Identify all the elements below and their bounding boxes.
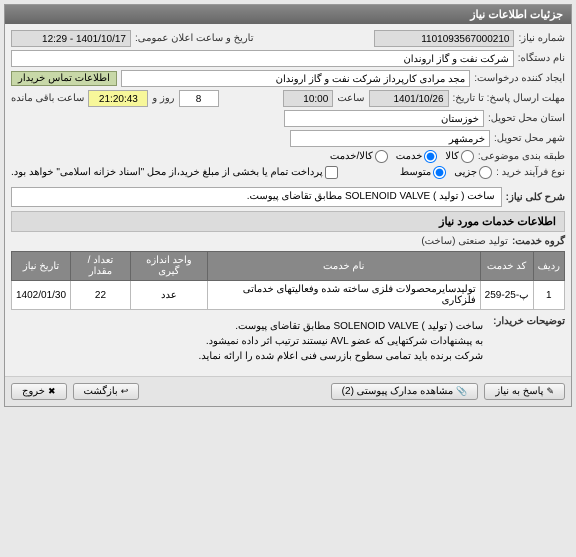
requester-label: ایجاد کننده درخواست: xyxy=(474,73,565,84)
province-field: خوزستان xyxy=(284,110,484,127)
attachments-button[interactable]: 📎 مشاهده مدارک پیوستی (2) xyxy=(331,383,479,400)
window-titlebar: جزئیات اطلاعات نیاز xyxy=(5,5,571,24)
city-field: خرمشهر xyxy=(290,130,490,147)
col-unit: واحد اندازه گیری xyxy=(130,252,207,281)
need-details-window: جزئیات اطلاعات نیاز شماره نیاز: 11010935… xyxy=(4,4,572,407)
buyer-notes-text: ساخت ( تولید ) SOLENOID VALVE مطابق تقاض… xyxy=(11,316,489,367)
process-radio-group: جزیی متوسط xyxy=(400,166,492,179)
process-partial-radio[interactable]: جزیی xyxy=(454,166,492,179)
city-label: شهر محل تحویل: xyxy=(494,133,565,144)
time-label: ساعت xyxy=(337,93,364,104)
footer-buttons: ✎ پاسخ به نیاز 📎 مشاهده مدارک پیوستی (2)… xyxy=(5,376,571,406)
cell-name: تولیدسایرمحصولات فلزی ساخته شده وفعالیته… xyxy=(207,281,480,310)
category-radio-group: کالا خدمت کالا/خدمت xyxy=(330,150,474,163)
process-medium-radio[interactable]: متوسط xyxy=(400,166,446,179)
days-left-label: روز و xyxy=(152,93,174,104)
province-label: استان محل تحویل: xyxy=(488,113,565,124)
deadline-date-field: 1401/10/26 xyxy=(369,90,449,107)
window-title: جزئیات اطلاعات نیاز xyxy=(470,9,563,21)
col-idx: ردیف xyxy=(533,252,564,281)
col-qty: تعداد / مقدار xyxy=(71,252,131,281)
org-label: نام دستگاه: xyxy=(518,53,565,64)
deadline-time-field: 10:00 xyxy=(283,90,333,107)
service-group-value: تولید صنعتی (ساخت) xyxy=(421,236,508,247)
attachment-icon: 📎 xyxy=(456,386,467,397)
exit-button[interactable]: ✖ خروج xyxy=(11,383,67,400)
buyer-notes-label: توضیحات خریدار: xyxy=(493,316,565,327)
payment-note-check[interactable]: پرداخت تمام یا بخشی از مبلغ خرید،از محل … xyxy=(11,166,338,179)
cell-code: پ-25-259 xyxy=(480,281,533,310)
category-label: طبقه بندی موضوعی: xyxy=(478,151,565,162)
category-service-radio[interactable]: خدمت xyxy=(396,150,438,163)
days-left-field: 8 xyxy=(179,90,219,107)
announce-field: 1401/10/17 - 12:29 xyxy=(11,30,131,47)
services-section-header: اطلاعات خدمات مورد نیاز xyxy=(11,211,565,232)
announce-label: تاریخ و ساعت اعلان عمومی: xyxy=(135,33,254,44)
exit-icon: ✖ xyxy=(48,386,56,397)
table-row[interactable]: 1 پ-25-259 تولیدسایرمحصولات فلزی ساخته ش… xyxy=(12,281,565,310)
countdown-field: 21:20:43 xyxy=(88,90,148,107)
form-area: شماره نیاز: 1101093567000210 تاریخ و ساع… xyxy=(5,24,571,376)
col-date: تاریخ نیاز xyxy=(12,252,71,281)
cell-idx: 1 xyxy=(533,281,564,310)
service-group-label: گروه خدمت: xyxy=(512,236,565,247)
contact-buyer-button[interactable]: اطلاعات تماس خریدار xyxy=(11,71,117,86)
desc-label: شرح کلی نیاز: xyxy=(506,192,565,203)
org-field: شرکت نفت و گاز اروندان xyxy=(11,50,514,67)
cell-qty: 22 xyxy=(71,281,131,310)
services-table: ردیف کد خدمت نام خدمت واحد اندازه گیری ت… xyxy=(11,251,565,310)
respond-button[interactable]: ✎ پاسخ به نیاز xyxy=(484,383,565,400)
cell-unit: عدد xyxy=(130,281,207,310)
desc-text: ساخت ( تولید ) SOLENOID VALVE مطابق تقاض… xyxy=(11,187,502,207)
reply-icon: ✎ xyxy=(546,386,554,397)
requester-field: مجد مرادی کارپرداز شرکت نفت و گاز اروندا… xyxy=(121,70,470,87)
process-label: نوع فرآیند خرید : xyxy=(496,167,565,178)
back-button[interactable]: ↩ بازگشت xyxy=(73,383,140,400)
table-header-row: ردیف کد خدمت نام خدمت واحد اندازه گیری ت… xyxy=(12,252,565,281)
need-no-label: شماره نیاز: xyxy=(518,33,565,44)
col-code: کد خدمت xyxy=(480,252,533,281)
cell-date: 1402/01/30 xyxy=(12,281,71,310)
need-no-field: 1101093567000210 xyxy=(374,30,514,47)
category-goods-radio[interactable]: کالا xyxy=(445,150,474,163)
category-both-radio[interactable]: کالا/خدمت xyxy=(330,150,388,163)
countdown-label: ساعت باقی مانده xyxy=(11,93,84,104)
col-name: نام خدمت xyxy=(207,252,480,281)
deadline-label: مهلت ارسال پاسخ: تا تاریخ: xyxy=(453,93,565,104)
back-icon: ↩ xyxy=(121,386,129,397)
